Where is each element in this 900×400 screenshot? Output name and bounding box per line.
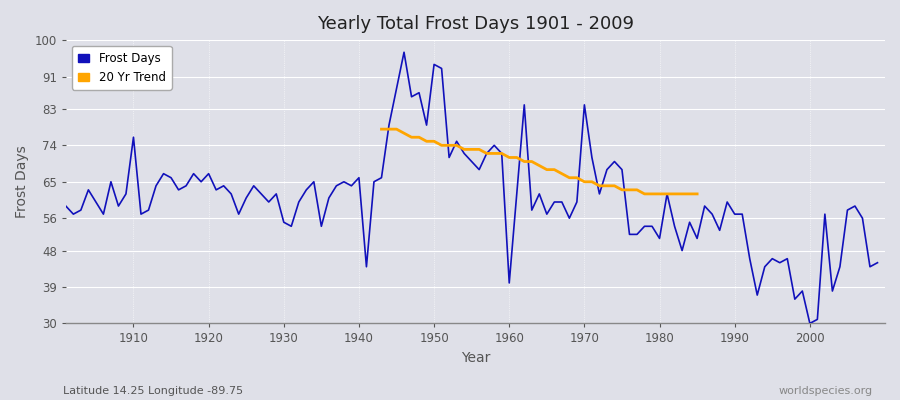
Legend: Frost Days, 20 Yr Trend: Frost Days, 20 Yr Trend	[72, 46, 172, 90]
Title: Yearly Total Frost Days 1901 - 2009: Yearly Total Frost Days 1901 - 2009	[317, 15, 634, 33]
Text: worldspecies.org: worldspecies.org	[778, 386, 873, 396]
Text: Latitude 14.25 Longitude -89.75: Latitude 14.25 Longitude -89.75	[63, 386, 243, 396]
X-axis label: Year: Year	[461, 351, 491, 365]
Y-axis label: Frost Days: Frost Days	[15, 145, 29, 218]
